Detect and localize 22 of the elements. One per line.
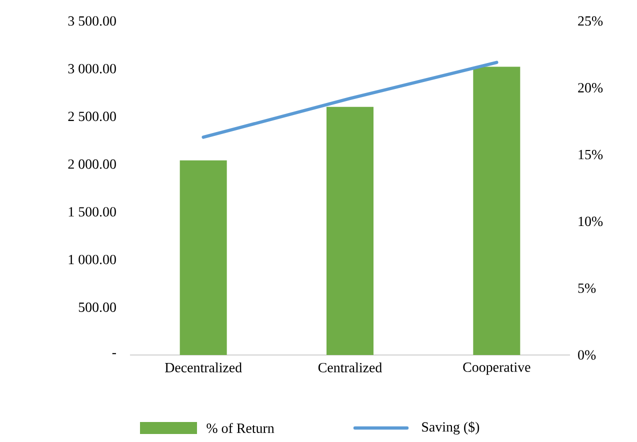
y-tick-label: 1 000.00 (68, 254, 116, 264)
y-tick-label: 3 500.00 (68, 16, 116, 26)
y-tick-label: 2 000.00 (68, 159, 116, 169)
x-tick-label: Cooperative (463, 362, 530, 375)
x-tick-label: Centralized (318, 362, 382, 372)
x-tick-label: Decentralized (165, 362, 242, 372)
y2-tick-label: 15% (578, 150, 603, 160)
y2-tick-label: 25% (578, 16, 603, 26)
y2-tick-label: 0% (578, 350, 596, 360)
bar (180, 160, 227, 355)
bar (326, 106, 374, 355)
y-tick-label: - (112, 353, 116, 354)
y-tick-label: 2 500.00 (68, 112, 116, 122)
y-tick-label: 500.00 (78, 302, 116, 312)
y2-tick-label: 10% (578, 216, 603, 226)
legend-label: % of Return (206, 422, 274, 434)
y2-tick-label: 20% (578, 83, 603, 93)
legend-label: Saving ($) (422, 421, 480, 435)
y-tick-label: 3 000.00 (68, 64, 116, 74)
bar (473, 66, 520, 355)
y2-tick-label: 5% (578, 283, 596, 293)
y-tick-label: 1 500.00 (68, 207, 116, 217)
